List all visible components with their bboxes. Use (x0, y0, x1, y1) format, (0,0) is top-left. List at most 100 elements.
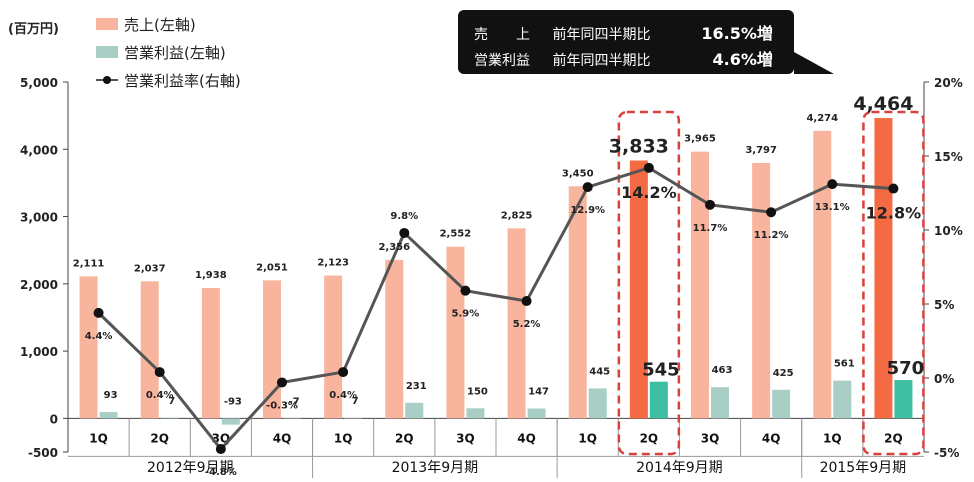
x-tick-label: 3Q (701, 431, 720, 445)
sales-data-label: 3,450 (562, 168, 594, 179)
group-label: 2013年9月期 (392, 460, 479, 476)
y-right-tick-label: 0% (934, 372, 954, 386)
x-tick-label: 1Q (89, 431, 108, 445)
op-margin-data-label: 5.9% (452, 309, 480, 320)
op-margin-marker (216, 444, 226, 454)
sales-bar (813, 131, 831, 419)
op-margin-data-label: 9.8% (390, 211, 418, 222)
op-margin-data-label: 0.4% (146, 390, 174, 401)
sales-data-label: 4,464 (853, 93, 913, 115)
op-income-data-label: 150 (467, 386, 488, 397)
x-tick-label: 3Q (456, 431, 475, 445)
sales-data-label: 3,965 (684, 134, 716, 145)
op-margin-data-label: 11.2% (754, 230, 789, 241)
op-income-bar (589, 388, 607, 418)
op-margin-data-label: -0.3% (266, 400, 298, 411)
op-income-bar (894, 380, 912, 418)
op-margin-marker (522, 296, 532, 306)
callout-key-op-income: 営業利益 (474, 50, 548, 70)
op-margin-data-label: 11.7% (693, 223, 728, 234)
sales-data-label: 2,111 (73, 258, 105, 269)
x-tick-label: 2Q (150, 431, 169, 445)
yoy-callout: 売 上 前年同四半期比 16.5%増 営業利益 前年同四半期比 4.6%増 (458, 10, 794, 74)
op-margin-marker (460, 286, 470, 296)
op-income-bar (772, 390, 790, 419)
callout-row-sales: 売 上 前年同四半期比 16.5%増 (474, 20, 773, 44)
sales-bar (569, 186, 587, 418)
y-left-tick-label: 3,000 (20, 211, 58, 225)
op-income-data-label: -93 (224, 396, 242, 407)
op-margin-data-label: 13.1% (815, 202, 850, 213)
sales-data-label: 2,356 (378, 242, 410, 253)
op-margin-marker (399, 228, 409, 238)
x-tick-label: 4Q (762, 431, 781, 445)
op-margin-data-label: 12.9% (570, 205, 605, 216)
sales-bar (263, 280, 281, 418)
group-label: 2015年9月期 (820, 460, 907, 476)
legend-swatch-op-income (96, 46, 118, 58)
legend-item-sales: 売上(左軸) (96, 12, 241, 36)
op-margin-data-label: -4.8% (205, 467, 237, 478)
y-left-tick-label: -500 (28, 446, 58, 460)
y-right-tick-label: -5% (934, 446, 959, 460)
y-right-tick-label: 20% (934, 76, 963, 90)
sales-data-label: 2,552 (440, 229, 472, 240)
legend-label-op-income: 営業利益(左軸) (124, 42, 226, 63)
y-left-tick-label: 4,000 (20, 143, 58, 157)
x-tick-label: 1Q (334, 431, 353, 445)
callout-metric-sales: 前年同四半期比 (552, 24, 680, 44)
op-margin-marker (583, 182, 593, 192)
unit-label: (百万円) (8, 18, 59, 37)
op-margin-data-label: 4.4% (85, 331, 113, 342)
sales-bar (80, 276, 98, 418)
group-label: 2014年9月期 (636, 460, 723, 476)
x-tick-label: 2Q (640, 431, 659, 445)
op-margin-data-label: 5.2% (513, 319, 541, 330)
op-income-bar (528, 408, 546, 418)
sales-bar (202, 288, 220, 418)
op-income-data-label: 445 (589, 366, 610, 377)
sales-data-label: 1,938 (195, 270, 227, 281)
y-right-tick-label: 5% (934, 298, 954, 312)
y-left-tick-label: 5,000 (20, 76, 58, 90)
sales-bar (446, 247, 464, 419)
op-income-data-label: 463 (712, 365, 733, 376)
op-income-bar (711, 387, 729, 418)
op-income-bar (100, 412, 118, 418)
sales-data-label: 4,274 (806, 113, 838, 124)
y-left-tick-label: 1,000 (20, 345, 58, 359)
callout-value-sales: 16.5%増 (685, 20, 773, 44)
op-income-data-label: 93 (104, 390, 118, 401)
sales-bar (752, 163, 770, 418)
op-income-data-label: 570 (887, 358, 925, 379)
callout-metric-op-income: 前年同四半期比 (552, 50, 680, 70)
op-income-bar (222, 418, 240, 424)
legend-swatch-op-margin (96, 74, 118, 86)
callout-key-sales: 売 上 (474, 24, 548, 44)
x-tick-label: 4Q (273, 431, 292, 445)
sales-data-label: 2,051 (256, 262, 288, 273)
legend-label-op-margin: 営業利益率(右軸) (124, 70, 241, 91)
op-margin-marker (827, 179, 837, 189)
y-right-tick-label: 10% (934, 224, 963, 238)
callout-row-op-income: 営業利益 前年同四半期比 4.6%増 (474, 46, 773, 70)
legend-label-sales: 売上(左軸) (124, 14, 196, 35)
op-margin-marker (705, 200, 715, 210)
op-margin-marker (766, 207, 776, 217)
legend-item-op-margin: 営業利益率(右軸) (96, 68, 241, 92)
op-income-data-label: 231 (406, 381, 427, 392)
op-margin-marker (155, 367, 165, 377)
callout-value-op-income: 4.6%増 (685, 46, 773, 70)
op-margin-data-label: 12.8% (866, 204, 922, 223)
y-left-tick-label: 2,000 (20, 278, 58, 292)
callout-pointer (794, 52, 844, 74)
op-margin-marker (94, 308, 104, 318)
op-income-data-label: 561 (834, 359, 855, 370)
sales-bar (385, 260, 403, 418)
op-margin-marker (644, 163, 654, 173)
sales-data-label: 3,797 (745, 145, 777, 156)
legend-swatch-sales (96, 18, 118, 30)
sales-data-label: 2,037 (134, 263, 166, 274)
sales-bar (691, 152, 709, 419)
op-income-data-label: 425 (773, 368, 794, 379)
